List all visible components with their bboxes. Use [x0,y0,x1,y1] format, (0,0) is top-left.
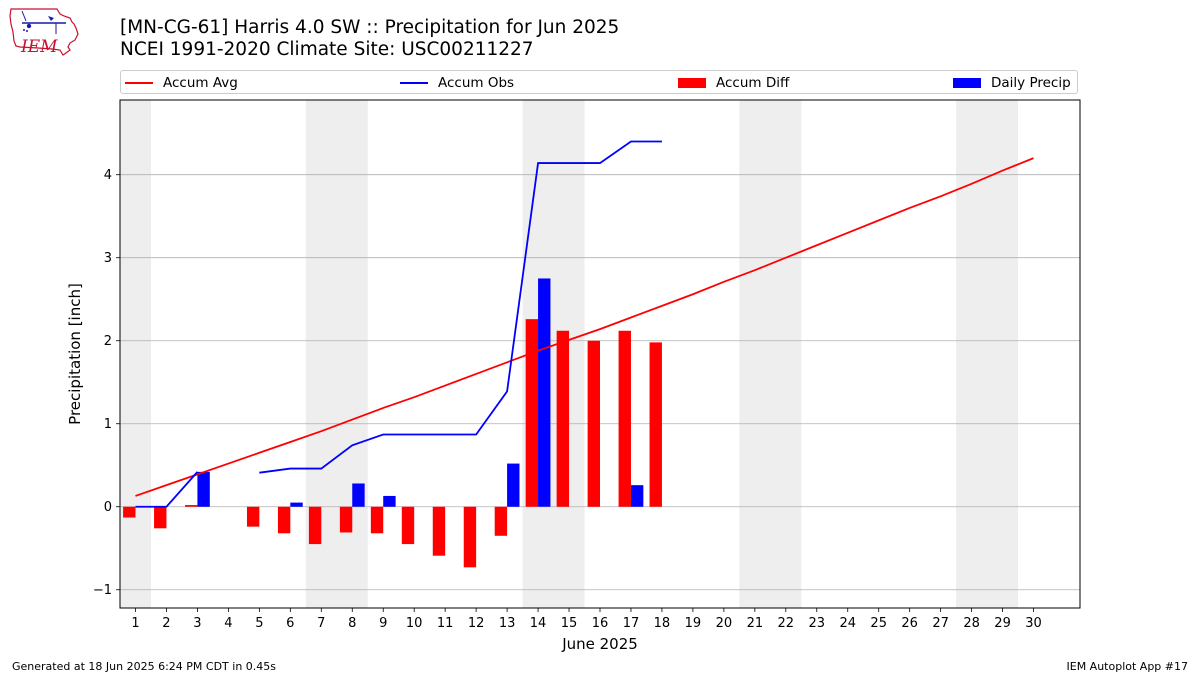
legend-swatch-daily-precip [953,78,981,88]
legend-label-accum-avg: Accum Avg [163,75,238,91]
x-tick-label: 29 [994,616,1011,631]
x-tick-label: 30 [1025,616,1042,631]
x-tick-label: 7 [317,616,325,631]
daily-precip-bar [507,463,520,507]
x-tick-label: 28 [963,616,980,631]
accum-diff-bar [154,506,167,529]
y-tick-label: 3 [104,251,112,266]
daily-precip-bar [630,485,644,507]
legend-label-accum-diff: Accum Diff [716,75,790,91]
x-tick-label: 3 [193,616,201,631]
accum-diff-bar [525,319,539,507]
accum-diff-bar [308,506,322,545]
accum-diff-bar [432,506,446,556]
x-tick-label: 10 [406,616,423,631]
accum-diff-bar [649,342,662,507]
footer-app-label: IEM Autoplot App #17 [1066,660,1189,673]
x-tick-label: 8 [348,616,356,631]
x-tick-label: 6 [286,616,294,631]
y-axis-label: Precipitation [inch] [66,283,84,425]
accum-diff-bar [618,330,631,507]
y-tick-label: 0 [104,500,112,515]
accum-diff-bar [123,506,136,518]
iem-logo: IEM [9,8,79,57]
legend-label-daily-precip: Daily Precip [991,75,1071,91]
legend-swatch-accum-avg [125,82,153,84]
legend-item-daily-precip: Daily Precip [953,71,1071,95]
x-tick-label: 5 [255,616,263,631]
daily-precip-bar [383,495,396,507]
accum-diff-bar [185,505,198,507]
legend: Accum Avg Accum Obs Accum Diff Daily Pre… [120,70,1078,94]
legend-item-accum-avg: Accum Avg [125,71,238,95]
x-tick-label: 26 [901,616,918,631]
weekend-band [120,100,151,608]
x-tick-label: 20 [716,616,733,631]
accum-obs-line [259,140,662,474]
legend-swatch-accum-obs [400,82,428,84]
chart-title: [MN-CG-61] Harris 4.0 SW :: Precipitatio… [120,17,620,38]
footer-generated-text: Generated at 18 Jun 2025 6:24 PM CDT in … [12,660,277,673]
y-tick-label: −1 [93,583,112,598]
weekend-band [739,100,802,608]
x-tick-label: 17 [623,616,640,631]
weekend-band [956,100,1019,608]
accum-diff-bar [277,506,291,534]
x-tick-label: 9 [379,616,387,631]
accum-obs-line [135,471,199,508]
daily-precip-bar [538,278,551,507]
x-tick-label: 18 [654,616,671,631]
accum-diff-bar [339,506,353,533]
x-tick-label: 23 [809,616,826,631]
legend-item-accum-obs: Accum Obs [400,71,514,95]
logo-text: IEM [20,37,58,57]
x-tick-label: 15 [561,616,578,631]
accum-diff-bar [370,506,384,534]
x-tick-label: 13 [499,616,516,631]
legend-item-accum-diff: Accum Diff [678,71,789,95]
y-tick-label: 1 [104,417,112,432]
accum-avg-line [135,157,1034,497]
accum-diff-bar [556,330,570,507]
x-tick-label: 11 [437,616,454,631]
accum-diff-bar [401,506,415,545]
x-tick-label: 19 [685,616,702,631]
x-tick-label: 2 [162,616,170,631]
x-tick-label: 24 [839,616,856,631]
x-tick-label: 12 [468,616,485,631]
x-tick-label: 21 [747,616,764,631]
x-tick-label: 25 [870,616,887,631]
x-tick-label: 4 [224,616,232,631]
x-tick-label: 22 [778,616,795,631]
x-axis-label: June 2025 [561,635,638,653]
accum-diff-bar [246,506,260,527]
daily-precip-bar [290,502,303,507]
accum-diff-bar [494,506,508,536]
x-tick-label: 14 [530,616,547,631]
x-tick-label: 1 [131,616,139,631]
x-tick-label: 27 [932,616,949,631]
y-tick-label: 4 [104,168,112,183]
chart-subtitle: NCEI 1991-2020 Climate Site: USC00211227 [120,39,534,60]
legend-swatch-accum-diff [678,78,706,88]
x-tick-label: 16 [592,616,609,631]
accum-diff-bar [587,340,600,507]
daily-precip-bar [197,471,210,507]
y-tick-label: 2 [104,334,112,349]
accum-diff-bar [463,506,477,568]
daily-precip-bar [352,483,365,507]
legend-label-accum-obs: Accum Obs [438,75,515,91]
